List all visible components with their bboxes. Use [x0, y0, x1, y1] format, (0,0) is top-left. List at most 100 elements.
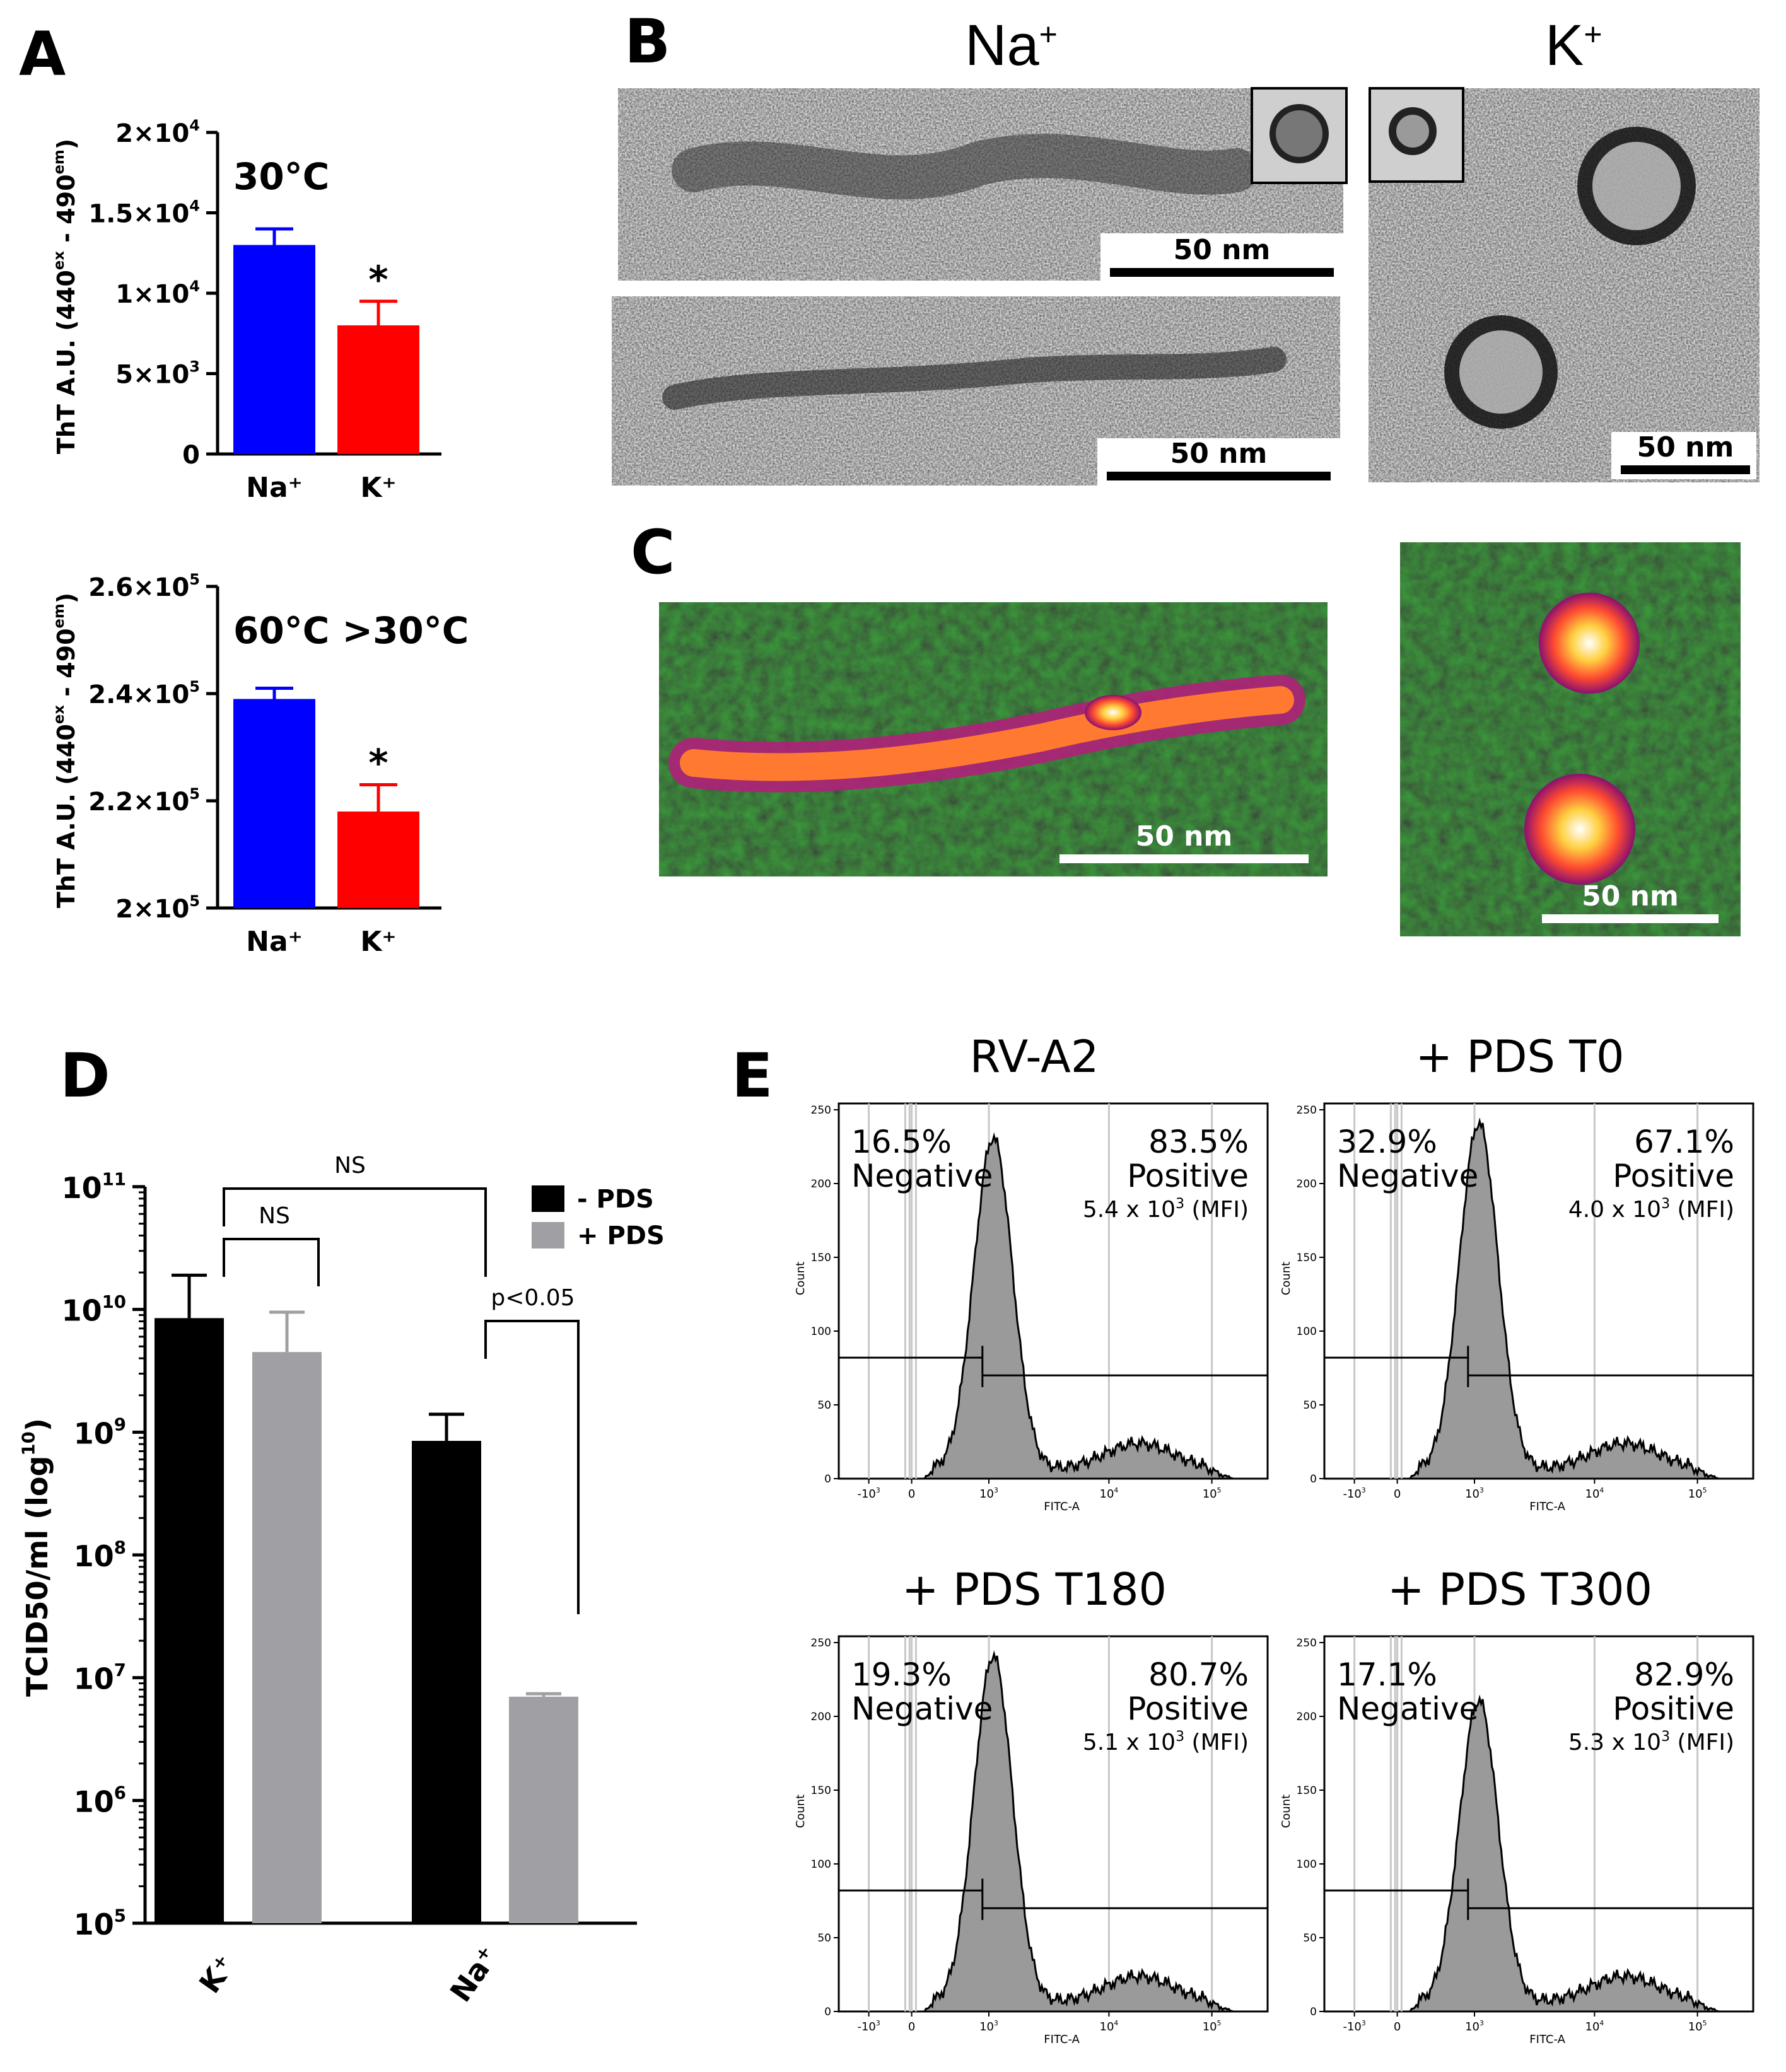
- histogram-panel: + PDS T0 0 50 100 150 200 250 Count -103 0 103 104 1…: [1280, 1031, 1754, 1513]
- positive-label: Positive: [1613, 1691, 1734, 1727]
- x-tick-label: 104: [1100, 2019, 1119, 2034]
- legend-label: - PDS: [577, 1185, 654, 1214]
- scalebar-afm-na: [1059, 854, 1309, 863]
- x-tick-label: Na⁺: [246, 472, 303, 504]
- y-tick-label: 1010: [62, 1291, 126, 1328]
- y-tick-label: 2.2×105: [88, 785, 200, 817]
- histogram-panel: RV-A2 0 50 100 150 200 250 Count -103 0 103 104 105 F…: [794, 1031, 1269, 1513]
- y-tick-label: 108: [74, 1537, 126, 1573]
- panel-letter-b: B: [624, 6, 671, 77]
- panel-letter-e: E: [732, 1040, 773, 1111]
- bar-plus-pds: [509, 1696, 578, 1923]
- scalebar-tem-na-top: [1110, 268, 1334, 277]
- significance-bracket: [484, 1320, 580, 1614]
- x-tick-label: 105: [1688, 1486, 1707, 1501]
- y-tick-label: 100: [1297, 1325, 1317, 1338]
- x-axis-label: FITC-A: [1044, 2033, 1080, 2046]
- panel-letter-c: C: [631, 517, 675, 588]
- afm-k-particle-1: [1539, 593, 1640, 694]
- y-axis-label: Count: [1280, 1795, 1293, 1828]
- y-tick-label: 1011: [62, 1168, 126, 1205]
- tem-k-title: K+: [1545, 13, 1602, 78]
- panel-letter-d: D: [60, 1040, 110, 1111]
- negative-label: Negative: [1337, 1691, 1478, 1727]
- flow-cytometry-histograms: RV-A2 0 50 100 150 200 250 Count -103 0 103 104 105 F…: [794, 1031, 1754, 2046]
- positive-percent: 67.1%: [1634, 1124, 1734, 1160]
- tht-30c-bar-chart: 0 5×103 1×104 1.5×104 2×104 ThT A.U. (440ex -…: [51, 117, 441, 504]
- y-tick-label: 50: [1303, 1399, 1317, 1412]
- y-tick-label: 250: [1297, 1104, 1317, 1117]
- negative-percent: 17.1%: [1337, 1656, 1437, 1693]
- y-tick-label: 1×104: [115, 277, 200, 309]
- y-tick-label: 50: [817, 1399, 831, 1412]
- x-tick-label: 105: [1203, 2019, 1222, 2034]
- x-tick-label: Na⁺: [443, 1940, 505, 2008]
- positive-label: Positive: [1127, 1691, 1249, 1727]
- x-axis-label: FITC-A: [1529, 2033, 1565, 2046]
- scalebar-tem-na-bottom: [1107, 472, 1331, 480]
- panel-letter-a: A: [19, 19, 66, 90]
- significance-bracket: [223, 1187, 487, 1277]
- y-tick-label: 2×105: [115, 892, 200, 924]
- y-tick-label: 106: [74, 1783, 126, 1819]
- histogram-panel: + PDS T180 0 50 100 150 200 250 Count -103 0 103 10…: [794, 1564, 1269, 2046]
- afm-k-particle-2: [1524, 774, 1635, 885]
- x-axis-label: FITC-A: [1044, 1500, 1080, 1513]
- positive-percent: 83.5%: [1148, 1124, 1249, 1160]
- afm-fiber-hotspot: [1085, 695, 1141, 730]
- fiber-bottom-strand: [662, 347, 1287, 410]
- histogram-area: [1408, 1694, 1720, 2013]
- histogram-title: + PDS T0: [1416, 1031, 1625, 1083]
- y-tick-label: 0: [1310, 1473, 1317, 1486]
- x-tick-label: 0: [908, 2020, 915, 2034]
- scalebar-afm-k-label: 50 nm: [1582, 880, 1679, 912]
- scalebar-afm-k: [1542, 914, 1719, 923]
- x-tick-label: 0: [1394, 1487, 1401, 1501]
- chart-title: 60°C >30°C: [233, 609, 469, 652]
- y-tick-label: 200: [811, 1711, 831, 1723]
- x-tick-label: 104: [1100, 1486, 1119, 1501]
- micrograph-images: 50 nm 50 nm 50 nm 50 nm 50 nm: [612, 87, 1760, 936]
- k-particle-1: [1577, 127, 1696, 245]
- x-tick-label: 104: [1585, 2019, 1604, 2034]
- inset-na-particle: [1269, 104, 1329, 163]
- y-axis-label: ThT A.U. (440ex - 490em): [51, 593, 80, 908]
- inset-k-particle: [1389, 107, 1437, 155]
- mfi-value: 5.4 x 103 (MFI): [1083, 1196, 1249, 1223]
- histogram-area: [1408, 1117, 1720, 1480]
- afm-fiber-core: [680, 686, 1294, 781]
- significance-label: NS: [334, 1153, 366, 1179]
- x-axis-label: FITC-A: [1529, 1500, 1565, 1513]
- scalebar-tem-k-label: 50 nm: [1637, 431, 1734, 463]
- y-tick-label: 0: [824, 2006, 831, 2018]
- bar-minus-pds: [155, 1318, 224, 1923]
- y-tick-label: 250: [811, 1637, 831, 1650]
- positive-percent: 80.7%: [1148, 1656, 1249, 1693]
- tht-60c-bar-chart: 2×105 2.2×105 2.4×105 2.6×105 ThT A.U. (440e…: [51, 571, 469, 958]
- y-tick-label: 150: [1297, 1252, 1317, 1264]
- x-tick-label: K⁺: [192, 1949, 242, 1999]
- legend-swatch-minus-pds: [532, 1185, 564, 1212]
- positive-label: Positive: [1613, 1158, 1734, 1194]
- histogram-title: RV-A2: [970, 1031, 1099, 1083]
- y-tick-label: 250: [1297, 1637, 1317, 1650]
- y-tick-label: 200: [1297, 1178, 1317, 1190]
- mfi-value: 5.3 x 103 (MFI): [1568, 1729, 1734, 1755]
- y-tick-label: 2.4×105: [88, 678, 200, 709]
- x-tick-label: K⁺: [360, 926, 396, 958]
- negative-label: Negative: [1337, 1158, 1478, 1194]
- scalebar-tem-na-bottom-label: 50 nm: [1170, 438, 1268, 470]
- y-tick-label: 150: [1297, 1784, 1317, 1797]
- positive-percent: 82.9%: [1634, 1656, 1734, 1693]
- legend-swatch-plus-pds: [532, 1222, 564, 1248]
- significance-star: *: [368, 258, 388, 302]
- negative-label: Negative: [851, 1158, 993, 1194]
- negative-percent: 32.9%: [1337, 1124, 1437, 1160]
- bar-plus-pds: [252, 1352, 322, 1923]
- k-particle-2: [1444, 315, 1558, 429]
- x-tick-label: 103: [1465, 1486, 1484, 1501]
- bar-na: [233, 245, 315, 454]
- y-axis-label: Count: [1280, 1262, 1293, 1295]
- y-axis-label: Count: [794, 1795, 807, 1828]
- negative-percent: 16.5%: [851, 1124, 952, 1160]
